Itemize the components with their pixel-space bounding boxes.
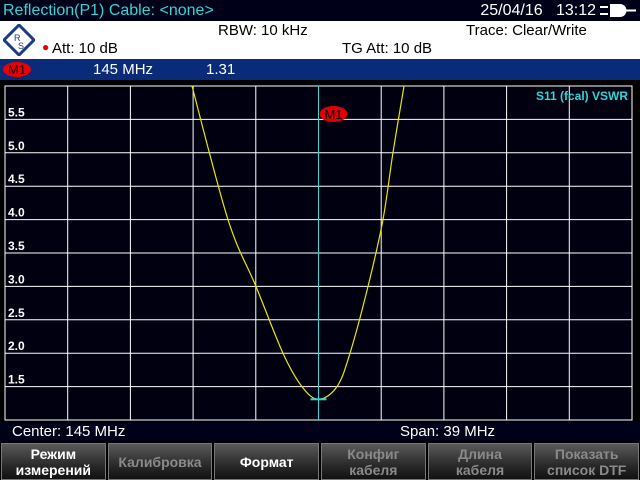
time: 13:12 <box>555 2 596 19</box>
y-tick-label: 2.0 <box>8 339 25 353</box>
y-tick-label: 5.5 <box>8 105 25 119</box>
mode-title: Reflection(P1) Cable: <none> <box>3 2 214 19</box>
rs-logo-icon: RS <box>3 24 35 56</box>
softkey-label: Конфиг кабеля <box>347 445 400 478</box>
softkey-6[interactable]: Показать список DTF <box>534 443 640 480</box>
y-tick-label: 3.0 <box>8 272 25 286</box>
y-tick-label: 4.5 <box>8 172 25 186</box>
datetime: 25/04/16 13:12 <box>480 0 596 21</box>
trace-label: S11 (fcal) VSWR <box>536 89 628 103</box>
softkey-label: Режим измерений <box>15 445 92 478</box>
softkey-label: Показать список DTF <box>547 445 627 478</box>
marker-value: 1.31 <box>206 61 236 78</box>
softkey-2[interactable]: Калибровка <box>107 443 213 480</box>
frequency-footer: Center: 145 MHz Span: 39 MHz <box>0 422 640 442</box>
center-frequency[interactable]: Center: 145 MHz <box>12 423 126 440</box>
softkey-5[interactable]: Длина кабеля <box>427 443 533 480</box>
rbw-readout: RBW: 10 kHz <box>218 22 308 39</box>
svg-text:S: S <box>18 41 24 51</box>
tg-att-readout: TG Att: 10 dB <box>342 40 433 57</box>
softkey-3[interactable]: Формат <box>214 443 320 480</box>
softkey-label: Калибровка <box>118 453 202 470</box>
y-tick-label: 1.5 <box>8 373 25 387</box>
y-tick-label: 4.0 <box>8 206 25 220</box>
date: 25/04/16 <box>480 2 543 19</box>
title-bar: Reflection(P1) Cable: <none> 25/04/16 13… <box>0 0 640 21</box>
att-readout: Att: 10 dB <box>52 40 118 57</box>
svg-text:R: R <box>14 33 21 43</box>
power-plug-icon <box>600 4 636 17</box>
softkey-4[interactable]: Конфиг кабеля <box>321 443 426 480</box>
marker-label-badge <box>319 106 348 122</box>
vswr-chart: 5.5 5.0 4.5 4.0 3.5 3.0 2.5 2.0 1.5 M1 S11 (fcal) … <box>4 85 633 421</box>
y-tick-label: 2.5 <box>8 306 25 320</box>
marker-readout-bar: M1 145 MHz 1.31 <box>0 59 640 80</box>
settings-panel: RBW: 10 kHz Trace: Clear/Write ● Att: 10… <box>0 21 640 59</box>
span-readout[interactable]: Span: 39 MHz <box>400 423 496 440</box>
y-tick-label: 3.5 <box>8 239 25 253</box>
y-tick-label: 5.0 <box>8 139 25 153</box>
softkey-1[interactable]: Режим измерений <box>1 443 106 480</box>
vswr-trace <box>191 85 405 400</box>
marker-frequency: 145 MHz <box>93 61 154 78</box>
marker-label: M1 <box>324 107 342 122</box>
softkey-label: Формат <box>239 453 294 470</box>
softkey-bar: Режим измерений Калибровка Формат Конфиг кабе… <box>0 443 640 480</box>
softkey-label: Длина кабеля <box>455 445 505 478</box>
trace-mode-readout: Trace: Clear/Write <box>466 22 587 39</box>
marker-badge[interactable]: M1 <box>3 62 32 77</box>
